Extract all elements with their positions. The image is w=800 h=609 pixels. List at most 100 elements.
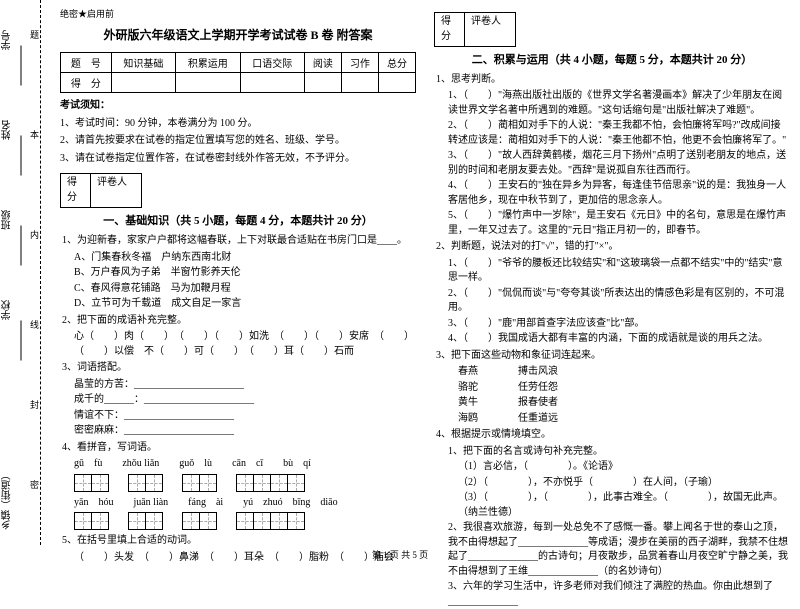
left-column: 绝密★启用前 外研版六年级语文上学期开学考试试卷 B 卷 附答案 题 号 知识基…: [60, 8, 416, 545]
q2-1-item: 4、（ ）王安石的"独在异乡为异客，每逢佳节倍思亲"说的是：我独身一人客居他乡，…: [434, 179, 790, 208]
th: 口语交际: [240, 53, 304, 73]
q2-2-item: 1、（ ）"爷爷的腰板还比较结实"和"这玻璃袋一点都不结实"中的"结实"意思一样…: [434, 257, 790, 286]
seal-mark: 题: [28, 30, 41, 39]
score-table: 题 号 知识基础 积累运用 口语交际 阅读 习作 总分 得 分: [60, 52, 416, 93]
notice-item: 1、考试时间：90 分钟，本卷满分为 100 分。: [60, 117, 416, 132]
q2-2-item: 3、（ ）"鹿"用部首查字法应该查"比"部。: [434, 317, 790, 332]
pinyin: bù qí: [283, 457, 311, 472]
td: [304, 73, 341, 93]
seal-mark: 内: [28, 230, 41, 239]
td: 得 分: [61, 73, 112, 93]
q2-2-item: 2、（ ）"侃侃而谈"与"夸夸其谈"所表达出的情感色彩是有区别的，不可混用。: [434, 287, 790, 316]
td: [176, 73, 240, 93]
q4-stem: 4、看拼音，写词语。: [60, 441, 416, 456]
match-row: 黄牛 报春使者: [434, 396, 790, 411]
q1-opt: C、春风得意花铺路 马为加鞭月程: [60, 282, 416, 297]
page-footer: 第 1 页 共 5 页: [0, 548, 800, 561]
match-right: 报春使者: [518, 396, 558, 411]
scorebox-label: 得分: [435, 13, 465, 46]
q3-line: 密密麻麻：______________________: [60, 424, 416, 439]
pinyin: gū fù: [74, 457, 102, 472]
scorebox: 得分 评卷人: [434, 12, 516, 47]
scorebox-label: 得分: [61, 174, 91, 207]
sidebar-label-town: 乡镇（街道）: [0, 470, 15, 530]
q2-4-item: 1、把下面的名言或诗句补充完整。: [434, 445, 790, 460]
char-grid: [74, 512, 108, 530]
secret-label: 绝密★启用前: [60, 8, 416, 21]
q2-2-stem: 2、判断题，说法对的打"√"，错的打"×"。: [434, 240, 790, 255]
notice-item: 3、请在试卷指定位置作答，在试卷密封线外作答无效，不予评分。: [60, 152, 416, 167]
q2-line: 心（ ）肉（ ） （ ）（ ）如洗 （ ）（ ）安席 （ ）（ ）以偿 不（ ）…: [60, 330, 416, 359]
q2-3-stem: 3、把下面这些动物和象征词连起来。: [434, 349, 790, 364]
char-grid: [74, 474, 108, 492]
q3-stem: 3、词语搭配。: [60, 361, 416, 376]
q1-opt: D、立节可为千载道 成文自足一家言: [60, 297, 416, 312]
binding-sidebar: 学号 姓名 班级 学校 乡镇（街道） 题 本 内 线 封 密: [0, 0, 50, 545]
match-left: 海鸥: [458, 412, 478, 427]
blank: [21, 46, 32, 86]
seal-mark: 本: [28, 130, 41, 139]
match-right: 任劳任怨: [518, 381, 558, 396]
char-grid: [182, 474, 216, 492]
q2-1-item: 2、（ ）蔺相如对手下的人说："秦王我都不怕，会怕廉将军吗?"改成间接转述应该是…: [434, 119, 790, 148]
th: 题 号: [61, 53, 112, 73]
seal-mark: 线: [28, 320, 41, 329]
q3-line: 成千的______：______________________: [60, 393, 416, 408]
q3-line: 晶莹的方苦：______________________: [60, 378, 416, 393]
match-right: 搏击风浪: [518, 365, 558, 380]
match-left: 骆驼: [458, 381, 478, 396]
right-column: 得分 评卷人 二、积累与运用（共 4 小题，每题 5 分，本题共计 20 分） …: [434, 8, 790, 545]
char-grid: [236, 512, 304, 530]
char-grid: [128, 474, 162, 492]
grid-row: [74, 512, 416, 530]
td: [111, 73, 175, 93]
td: [341, 73, 378, 93]
q1-opt: A、门集春秋冬福 户纳东西南北财: [60, 251, 416, 266]
match-right: 任重道远: [518, 412, 558, 427]
match-left: 黄牛: [458, 396, 478, 411]
q2-4-item: （2）（ ），不亦悦乎（ ）在人间，（子瑜）: [434, 476, 790, 491]
pinyin: fáng ài: [188, 496, 223, 511]
section1-title: 一、基础知识（共 5 小题，每题 4 分，本题共计 20 分）: [60, 214, 416, 230]
char-grid: [128, 512, 162, 530]
pinyin: guǒ lù: [179, 457, 212, 472]
scorebox-label: 评卷人: [91, 174, 141, 207]
q2-4-item: 3、六年的学习生活中，许多老师对我们倾注了满腔的热血。你由此想到了_______…: [434, 580, 790, 609]
q2-stem: 2、把下面的成语补充完整。: [60, 314, 416, 329]
exam-title: 外研版六年级语文上学期开学考试试卷 B 卷 附答案: [60, 27, 416, 44]
sidebar-label-class: 班级: [0, 210, 15, 230]
pinyin: yú zhuó bīng diāo: [243, 496, 337, 511]
seal-mark: 密: [28, 480, 41, 489]
match-row: 海鸥 任重道远: [434, 412, 790, 427]
pinyin: yān hóu: [74, 496, 113, 511]
pinyin: juān liàn: [133, 496, 168, 511]
q1-stem: 1、为迎新春，家家户户都将这幅春联，上下对联最合适贴在书房门口是____。: [60, 234, 416, 249]
q5-stem: 5、在括号里填上合适的动词。: [60, 534, 416, 549]
sidebar-label-school: 学校: [0, 300, 15, 320]
q2-1-item: 1、（ ）"海燕出版社出版的《世界文学名著漫画本》解决了少年朋友在阅读世界文学名…: [434, 89, 790, 118]
th: 积累运用: [176, 53, 240, 73]
q2-2-item: 4、（ ）我国成语大都有丰富的内涵，下面的成语就是谈的用兵之法。: [434, 332, 790, 347]
q2-4-item: （1）言必信，（ ）。《论语》: [434, 460, 790, 475]
q2-1-item: 5、（ ）"爆竹声中一岁除"，是王安石《元日》中的名句，意思是在爆竹声里，一年又…: [434, 209, 790, 238]
char-grid: [182, 512, 216, 530]
sidebar-label-name: 姓名: [0, 120, 15, 140]
td: [240, 73, 304, 93]
pinyin-row: gū fù zhǒu liǎn guǒ lù cān cī bù qí: [74, 457, 416, 472]
q2-4-item: （3）（ ），（ ），此事古难全。（ ），故国无此声。（纳兰性德）: [434, 491, 790, 520]
match-left: 春燕: [458, 365, 478, 380]
scorebox-label: 评卷人: [465, 13, 515, 46]
scorebox: 得分 评卷人: [60, 173, 142, 208]
q2-4-stem: 4、根据提示或情境填空。: [434, 428, 790, 443]
pinyin: zhǒu liǎn: [122, 457, 159, 472]
q3-line: 情谊不下：______________________: [60, 409, 416, 424]
notice-title: 考试须知：: [60, 99, 416, 114]
pinyin-row: yān hóu juān liàn fáng ài yú zhuó bīng d…: [74, 496, 416, 511]
th: 总分: [378, 53, 415, 73]
seal-mark: 封: [28, 400, 41, 409]
pinyin: cān cī: [232, 457, 263, 472]
th: 习作: [341, 53, 378, 73]
q2-1-item: 3、（ ）"故人西辞黄鹤楼，烟花三月下扬州"点明了送别老朋友的地点，送别的时间和…: [434, 149, 790, 178]
sidebar-label-id: 学号: [0, 30, 15, 50]
th: 知识基础: [111, 53, 175, 73]
